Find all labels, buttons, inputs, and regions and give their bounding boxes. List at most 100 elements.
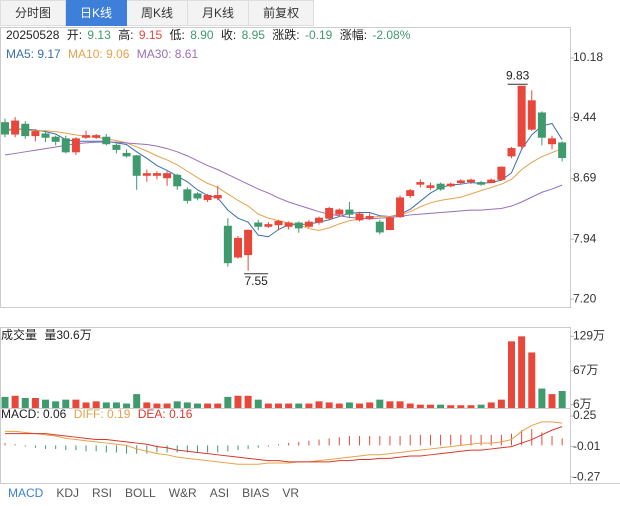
y-tick-label: 6万 <box>573 397 592 411</box>
volume-bar <box>548 394 556 408</box>
tab[interactable]: 分时图 <box>0 0 67 26</box>
macd-header: MACD: 0.06 DIFF: 0.19 DEA: 0.16 <box>1 407 193 421</box>
min-annotation: 7.55 <box>244 274 268 288</box>
candle-body <box>365 216 374 219</box>
indicator-tab[interactable]: RSI <box>92 486 113 500</box>
candle-body <box>497 166 506 180</box>
y-tick-label: 67万 <box>573 363 598 377</box>
label: 收: <box>221 28 236 42</box>
y-tick-label: 129万 <box>573 329 605 343</box>
label: 涨跌: <box>272 27 299 42</box>
volume-bar <box>335 403 343 408</box>
volume-bar <box>52 401 60 408</box>
max-annotation: 9.83 <box>506 68 530 82</box>
tab[interactable]: 月K线 <box>188 0 250 26</box>
volume-bar <box>396 401 404 408</box>
volume-bar <box>92 401 100 408</box>
candle-body <box>193 193 202 199</box>
tab[interactable]: 日K线 <box>66 0 128 26</box>
volume-bar <box>315 401 323 408</box>
indicator-tab[interactable]: ASI <box>209 486 230 500</box>
tab[interactable]: 周K线 <box>127 0 189 26</box>
candle-body <box>517 85 526 147</box>
volume-bar <box>437 404 445 408</box>
price-pane <box>0 27 571 308</box>
label: 高: <box>118 27 133 42</box>
volume-bar <box>21 398 29 408</box>
candle-body <box>527 100 536 130</box>
volume-bar <box>183 402 191 408</box>
candle-body <box>183 189 192 201</box>
ma-legend: MA5: 9.17 MA10: 9.06 MA30: 8.61 <box>6 47 198 61</box>
volume-bar <box>1 396 9 408</box>
volume-bar <box>254 399 262 408</box>
volume-bar <box>558 391 566 408</box>
candle-body <box>406 190 415 197</box>
legend-entry: DIFF: 0.19 <box>74 407 131 421</box>
candle-body <box>82 135 91 138</box>
candle-body <box>396 197 405 218</box>
volume-bar <box>11 395 19 408</box>
candle-body <box>264 224 273 227</box>
candle-body <box>142 173 151 176</box>
candle-body <box>92 135 101 138</box>
indicator-tab[interactable]: MACD <box>8 486 44 500</box>
volume-bar <box>234 395 242 408</box>
candle-body <box>416 182 425 185</box>
date: 20250528 <box>6 28 60 42</box>
candle-body <box>537 112 546 138</box>
volume-bar <box>62 399 70 408</box>
candle-body <box>477 182 486 185</box>
volume-bar <box>224 396 232 408</box>
y-tick-label: 7.20 <box>573 291 597 305</box>
candle-body <box>345 209 354 215</box>
indicator-tab[interactable]: BIAS <box>242 486 270 500</box>
y-tick-label: 7.94 <box>573 231 597 245</box>
value: 9.13 <box>87 28 111 42</box>
value: 8.95 <box>242 28 266 42</box>
candle-body <box>335 209 344 215</box>
volume-bar <box>295 403 303 408</box>
indicator-tab[interactable]: BOLL <box>125 486 156 500</box>
candle-body <box>436 183 445 190</box>
volume-bar <box>123 403 131 408</box>
candle-body <box>548 138 557 145</box>
candle-body <box>558 142 567 158</box>
volume-bar <box>376 399 384 408</box>
line <box>5 421 563 465</box>
volume-bar <box>153 403 161 408</box>
candle-body <box>122 152 131 157</box>
volume-bar <box>366 402 374 408</box>
volume-bar <box>72 399 80 408</box>
y-tick-label: -0.01 <box>573 439 601 453</box>
candle-body <box>51 136 60 142</box>
volume-bar <box>133 394 141 408</box>
volume-bar <box>356 403 364 408</box>
candle-body <box>487 179 496 184</box>
candle-body <box>213 195 222 199</box>
candle-body <box>294 222 303 229</box>
candle-body <box>315 217 324 223</box>
volume-bar <box>244 395 252 408</box>
candle-body <box>254 222 263 227</box>
tab[interactable]: 前复权 <box>249 0 315 26</box>
volume-bar <box>143 402 151 408</box>
y-tick-label: 0.25 <box>573 408 597 422</box>
value: -2.08% <box>372 28 410 42</box>
indicator-tab[interactable]: W&R <box>168 486 197 500</box>
volume-bar <box>426 404 434 408</box>
candle-body <box>112 144 121 150</box>
indicator-tabs: MACD KDJ RSI BOLL W&R ASI BIAS VR <box>8 486 312 500</box>
volume-bar <box>193 403 201 408</box>
candle-body <box>233 237 242 258</box>
candle-body <box>173 174 182 187</box>
volume-bar <box>508 341 515 408</box>
volume-bar <box>345 402 353 408</box>
indicator-tab[interactable]: VR <box>282 486 300 500</box>
volume-bar <box>112 402 120 408</box>
candle-body <box>284 222 293 227</box>
legend-entry: DEA: 0.16 <box>138 407 193 421</box>
indicator-tab[interactable]: KDJ <box>56 486 80 500</box>
candle-body <box>507 148 516 157</box>
